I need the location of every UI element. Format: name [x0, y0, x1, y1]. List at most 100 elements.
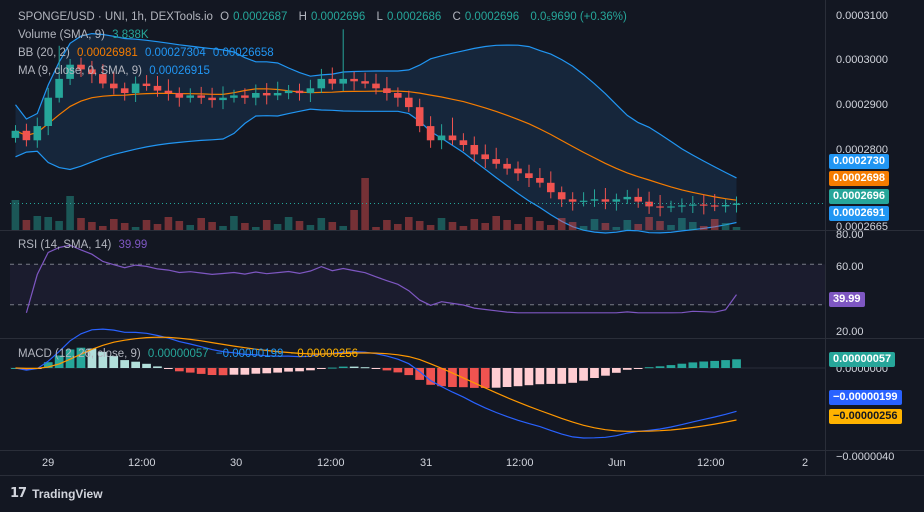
macd-hist-bar — [710, 360, 719, 368]
volume-bar — [44, 217, 52, 230]
volume-bar — [361, 178, 369, 230]
volume-bar — [22, 220, 31, 230]
volume-bar — [656, 221, 664, 230]
volume-bar — [175, 221, 184, 230]
volume-bar — [459, 226, 468, 230]
volume-bar — [612, 227, 621, 230]
macd-hist-bar — [579, 368, 588, 381]
candle-body — [612, 199, 621, 202]
candle-body — [208, 97, 216, 101]
volume-bar — [536, 221, 544, 230]
brand-label: TradingView — [32, 486, 103, 501]
candle-body — [426, 126, 435, 141]
volume-bar — [601, 223, 610, 230]
volume-bar — [219, 226, 227, 230]
volume-bar — [33, 216, 42, 230]
macd-hist-bar — [54, 355, 64, 368]
bb-legend[interactable]: BB (20, 2) 0.00026981 0.00027304 0.00026… — [18, 46, 278, 60]
volume-legend[interactable]: Volume (SMA, 9) 3.838K — [18, 28, 153, 42]
macd-hist-bar — [295, 368, 304, 372]
volume-bar — [317, 218, 326, 230]
volume-bar — [557, 218, 566, 230]
volume-bar — [634, 224, 642, 230]
macd-hist-bar — [338, 366, 348, 368]
candle-body — [699, 204, 708, 206]
volume-bar — [525, 217, 533, 230]
candle-body — [459, 140, 468, 145]
volume-bar — [514, 224, 522, 230]
macd-hist-bar — [251, 368, 261, 374]
candle-body — [241, 95, 249, 98]
macd-hist-bar — [633, 368, 643, 369]
volume-bar — [120, 223, 129, 230]
tradingview-brand[interactable]: 17 TradingView — [10, 486, 103, 501]
volume-bar — [426, 225, 435, 230]
volume-bar — [448, 222, 457, 230]
volume-bar — [623, 220, 632, 230]
macd-hist-bar — [557, 368, 567, 384]
ma-legend[interactable]: MA (9, close, 0, SMA, 9) 0.00026915 — [18, 64, 214, 78]
rsi-legend[interactable]: RSI (14, SMA, 14) 39.99 — [18, 238, 151, 252]
volume-bar — [372, 227, 380, 230]
macd-hist-bar — [590, 368, 599, 378]
candle-body — [383, 88, 391, 93]
volume-bar — [590, 219, 599, 230]
macd-hist-bar — [524, 368, 534, 386]
candle-body — [197, 95, 205, 98]
volume-bar — [110, 219, 118, 230]
macd-hist-bar — [98, 351, 108, 368]
macd-hist-bar — [699, 361, 709, 368]
macd-hist-bar — [393, 368, 403, 373]
candle-body — [142, 83, 151, 86]
price-tag-last: 0.0002696 — [829, 189, 889, 204]
macd-hist-bar — [732, 359, 741, 368]
candle-body — [99, 74, 107, 84]
volume-bar — [77, 218, 85, 230]
bb-lower-line — [15, 108, 737, 234]
macd-hist-bar — [229, 368, 239, 375]
candle-body — [164, 90, 173, 94]
candle-body — [372, 83, 380, 89]
volume-bar — [492, 216, 500, 230]
candle-body — [186, 95, 194, 98]
candle-body — [678, 205, 686, 207]
volume-bar — [667, 225, 675, 230]
price-tag-basis: 0.0002698 — [829, 171, 889, 186]
candle-body — [273, 93, 282, 96]
macd-tick: −0.0000040 — [836, 451, 895, 463]
macd-hist-bar — [426, 368, 435, 385]
time-tick: 12:00 — [317, 457, 345, 469]
candle-body — [219, 97, 227, 101]
time-tick: 2 — [802, 457, 809, 469]
candle-body — [689, 204, 697, 206]
macd-hist-bar — [535, 368, 545, 385]
candle-body — [66, 64, 74, 79]
volume-bar — [481, 223, 489, 230]
candle-body — [547, 182, 555, 193]
rsi-tick: 20.00 — [836, 326, 864, 338]
volume-bar — [678, 218, 686, 230]
macd-tag-signal: −0.00000256 — [829, 409, 902, 424]
candle-body — [645, 201, 653, 207]
candle-body — [44, 97, 52, 126]
candle-body — [88, 69, 96, 75]
macd-hist-bar — [480, 368, 490, 388]
candle-body — [667, 206, 675, 208]
rsi-tag: 39.99 — [829, 292, 865, 307]
volume-bar — [208, 222, 216, 230]
macd-legend[interactable]: MACD (12, 26, close, 9) 0.00000057 −0.00… — [18, 347, 362, 361]
candle-body — [252, 93, 260, 98]
macd-hist-bar — [360, 367, 370, 369]
candle-body — [557, 192, 566, 200]
rsi-tick: 60.00 — [836, 261, 864, 273]
macd-hist-bar — [306, 368, 315, 371]
candle-body — [448, 135, 457, 141]
macd-tag-hist: 0.00000057 — [829, 352, 896, 367]
macd-hist-bar — [655, 366, 665, 368]
candle-body — [437, 135, 446, 141]
bb-lower-value: 0.00026658 — [212, 47, 274, 59]
volume-bar — [241, 223, 249, 230]
macd-hist-bar — [568, 368, 577, 383]
